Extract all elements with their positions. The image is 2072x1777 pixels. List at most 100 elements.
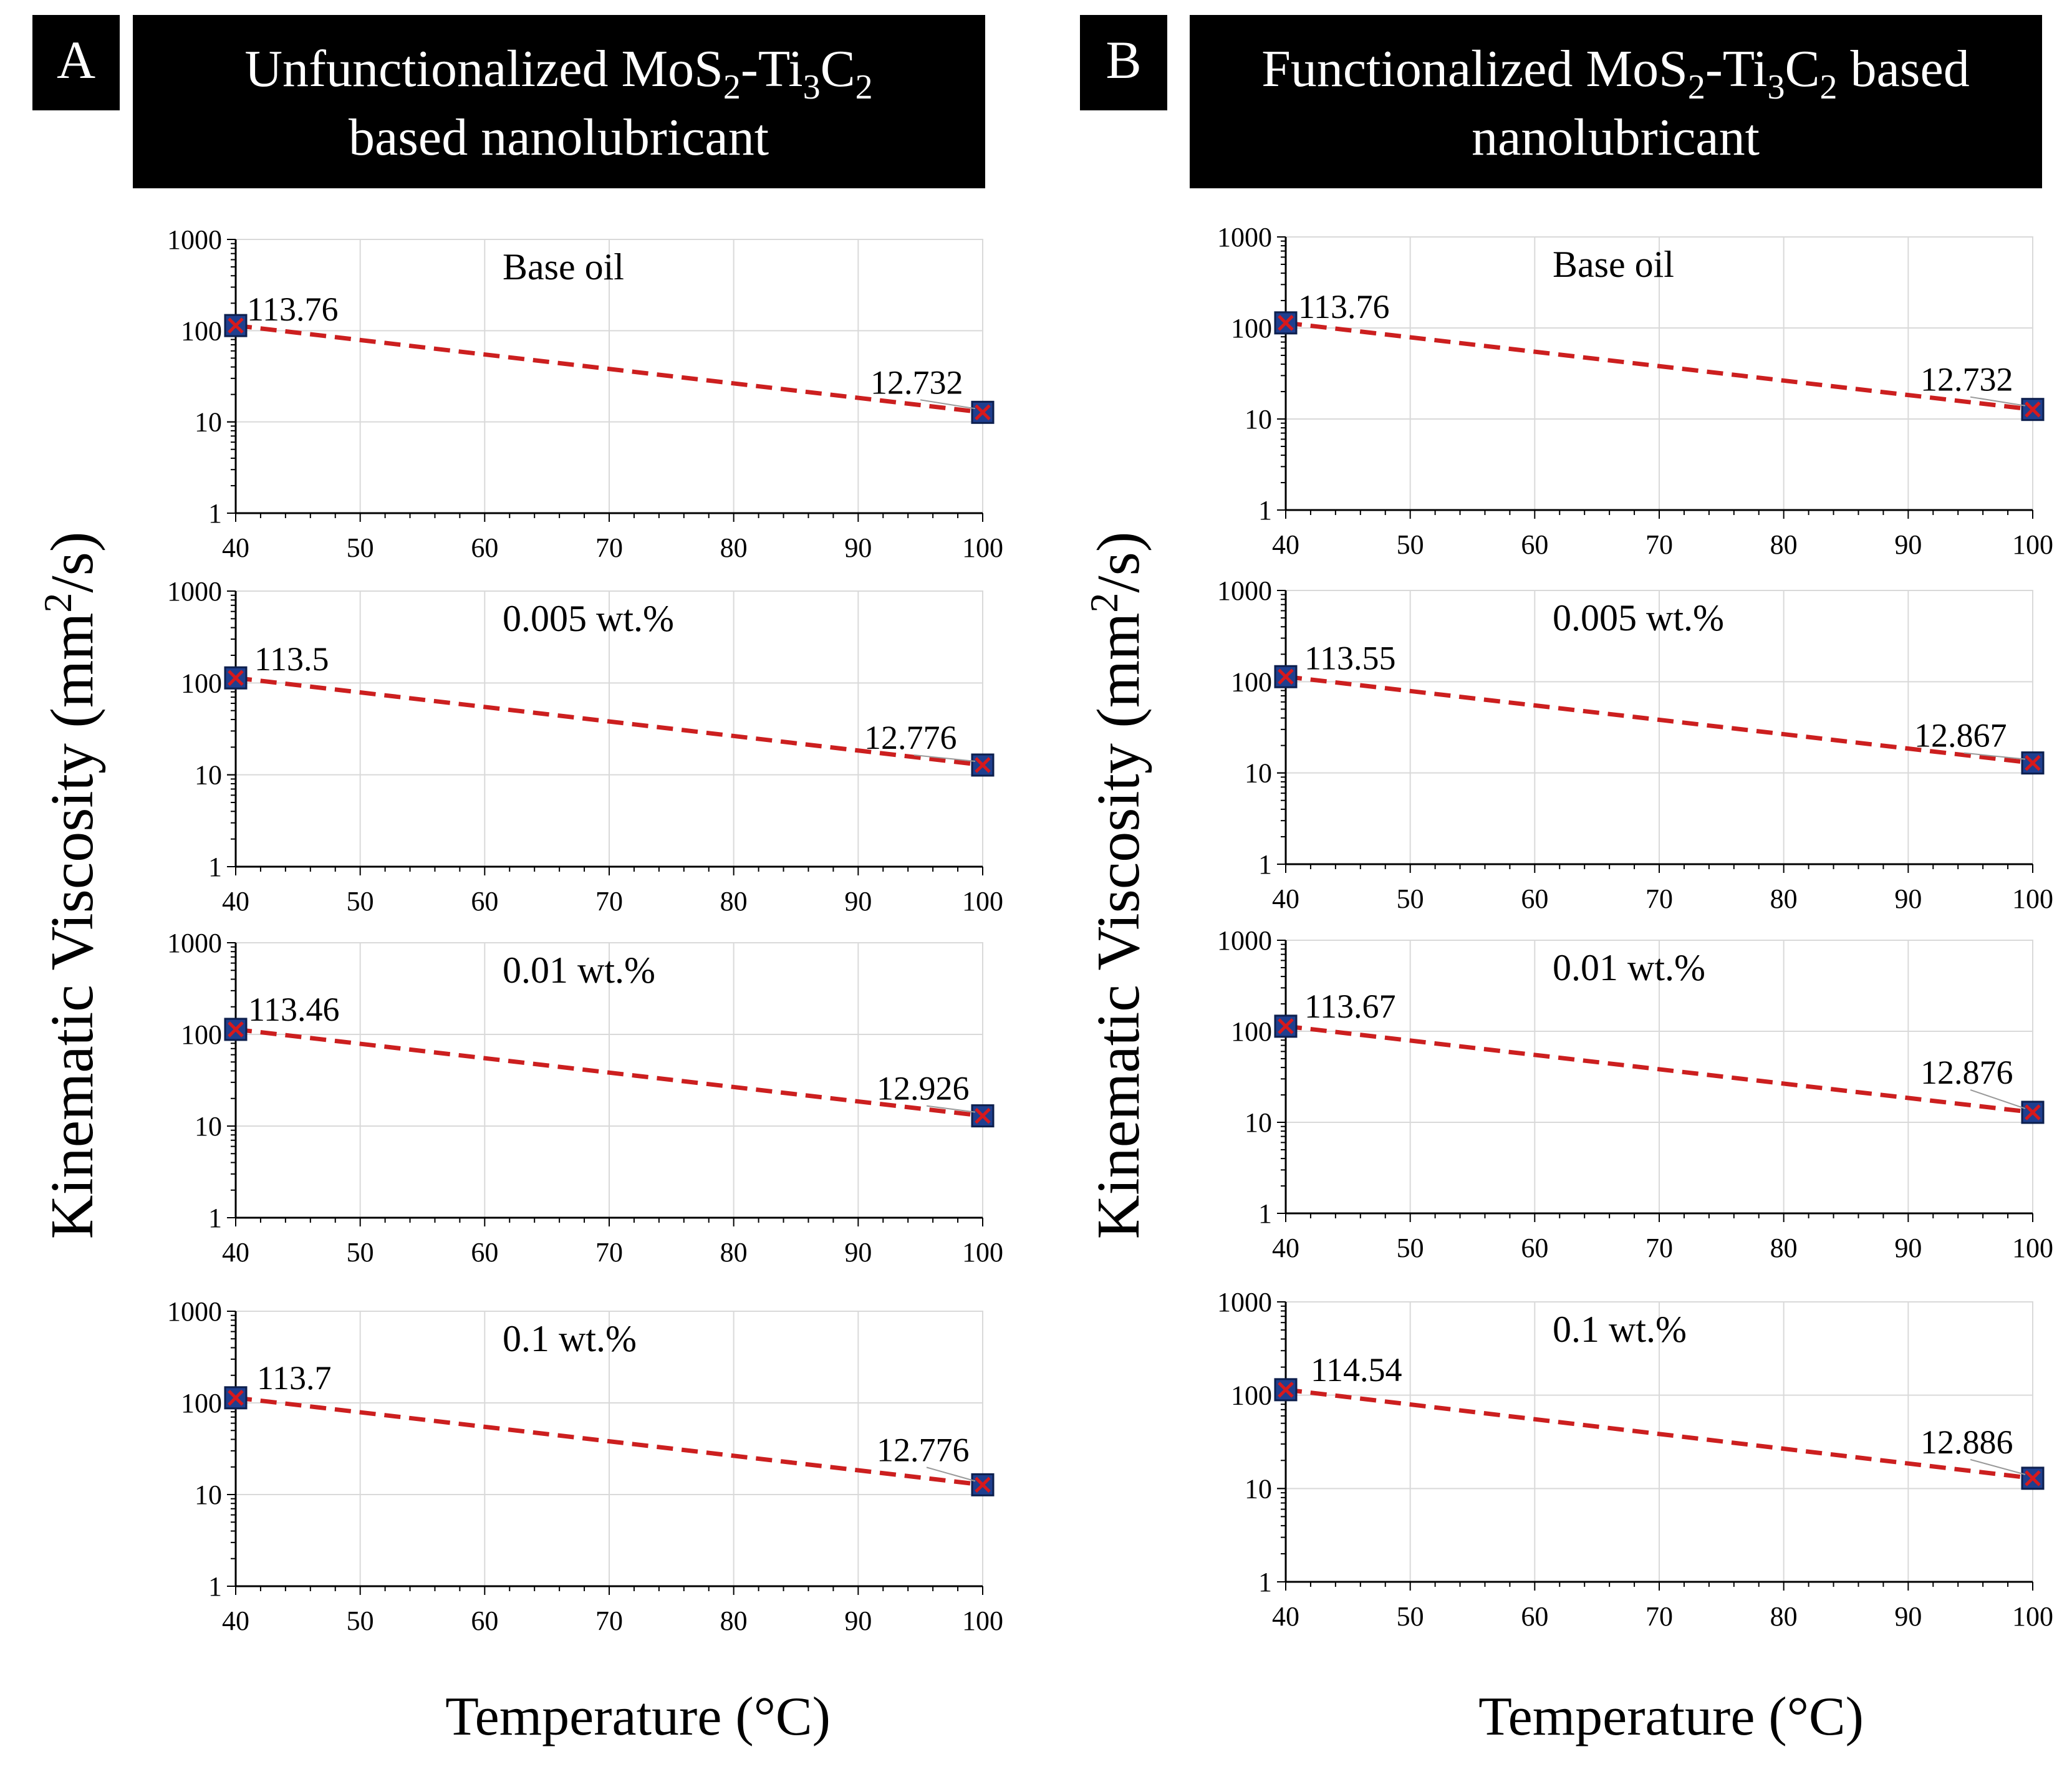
x-tick-label: 60 [1521,529,1548,560]
x-tick-label: 50 [1397,1233,1424,1263]
panel-b-header: B Functionalized MoS2-Ti3C2 based nanolu… [1080,15,2042,188]
data-label: 113.55 [1304,639,1396,677]
panel-a-letter-box [32,15,120,110]
y-tick-label: 1 [1258,1198,1272,1229]
trendline [1285,1024,2033,1115]
panel-a-ylabel: Kinematic Viscosity (mm2/s) [36,532,106,1240]
y-tick-label: 10 [195,407,222,438]
panel-a-title-box [133,15,985,188]
data-label-leader [926,1466,976,1482]
data-point-cross [975,1476,991,1493]
x-tick-label: 90 [844,1606,872,1636]
data-label: 113.67 [1304,988,1396,1025]
data-point-cross [1278,1382,1294,1398]
y-tick-label: 100 [181,1388,222,1418]
panel-b-title-box [1190,15,2042,188]
y-tick-label: 1 [208,1571,222,1602]
panel-b-ylabel: Kinematic Viscosity (mm2/s) [1082,532,1152,1240]
x-tick-label: 80 [1770,1233,1798,1263]
y-tick-label: 100 [1231,667,1272,697]
y-tick-label: 10 [1245,1473,1272,1504]
y-tick-label: 1 [1258,1567,1272,1597]
data-point [224,1386,248,1410]
x-tick-label: 50 [1397,884,1424,914]
x-tick-label: 100 [2012,1601,2053,1632]
x-tick-label: 80 [1770,529,1798,560]
panel-a-letter: A [57,30,95,90]
data-label-leader [913,754,976,762]
y-tick-label: 1000 [1217,575,1272,606]
y-tick-label: 100 [181,668,222,698]
x-tick-label: 40 [1272,529,1299,560]
data-label: 12.926 [877,1070,970,1107]
x-tick-label: 50 [347,1237,374,1268]
x-tick-label: 70 [1646,884,1673,914]
trendline [235,675,983,768]
panel-a-header: A Unfunctionalized MoS2-Ti3C2 based nano… [32,15,985,188]
subchart-title: 0.1 wt.% [1553,1309,1687,1350]
x-tick-label: 80 [1770,1601,1798,1632]
y-tick-label: 10 [195,1111,222,1142]
y-tick-label: 10 [1245,1107,1272,1138]
x-tick-label: 80 [720,1606,748,1636]
x-tick-label: 60 [1521,1601,1548,1632]
x-tick-label: 90 [844,1237,872,1268]
x-tick-label: 40 [1272,1601,1299,1632]
data-point-cross [2025,1104,2041,1120]
data-point-cross [228,1021,244,1038]
data-point-cross [228,317,244,334]
x-tick-label: 100 [962,532,1003,563]
data-point-cross [2025,401,2041,418]
y-tick-label: 1000 [167,224,222,255]
data-label: 12.876 [1920,1054,2013,1091]
y-tick-label: 1000 [1217,222,1272,253]
data-label: 113.5 [254,640,329,678]
x-tick-label: 50 [347,1606,374,1636]
panel-b-letter-box [1080,15,1167,110]
x-tick-label: 50 [347,886,374,917]
x-tick-label: 40 [1272,884,1299,914]
panel-a-title-line1: Unfunctionalized MoS2-Ti3C2 [244,40,872,107]
subchart-title: 0.1 wt.% [503,1318,637,1359]
data-label-leader [920,399,976,410]
data-label: 113.7 [257,1359,332,1397]
data-point [971,1104,995,1128]
trendline [235,1395,983,1487]
data-label: 113.76 [247,291,339,328]
x-tick-label: 70 [595,1237,623,1268]
data-point-cross [1278,668,1294,685]
x-tick-label: 70 [595,1606,623,1636]
x-tick-label: 50 [347,532,374,563]
y-tick-label: 10 [1245,404,1272,435]
x-tick-label: 40 [222,1237,249,1268]
data-point [2021,1100,2045,1124]
x-tick-label: 90 [844,886,872,917]
x-tick-label: 80 [720,532,748,563]
data-point-cross [1278,1018,1294,1034]
x-tick-label: 70 [1646,1601,1673,1632]
x-tick-label: 70 [1646,529,1673,560]
y-tick-label: 1 [1258,849,1272,880]
y-tick-label: 10 [1245,758,1272,789]
x-tick-label: 80 [720,886,748,917]
panel-b-title-line1: Functionalized MoS2-Ti3C2 based [1261,40,1970,107]
x-tick-label: 80 [720,1237,748,1268]
x-tick-label: 90 [1894,1233,1922,1263]
y-tick-label: 1 [208,852,222,882]
x-tick-label: 60 [471,532,498,563]
x-tick-label: 50 [1397,1601,1424,1632]
y-tick-label: 100 [1231,313,1272,344]
x-tick-label: 60 [471,1237,498,1268]
panel-a-title-line2: based nanolubricant [349,108,769,166]
trendline [1285,1387,2033,1481]
panel-b-title-line2: nanolubricant [1472,108,1760,166]
x-tick-label: 90 [1894,884,1922,914]
data-point-cross [975,1107,991,1124]
y-tick-label: 1000 [167,576,222,607]
